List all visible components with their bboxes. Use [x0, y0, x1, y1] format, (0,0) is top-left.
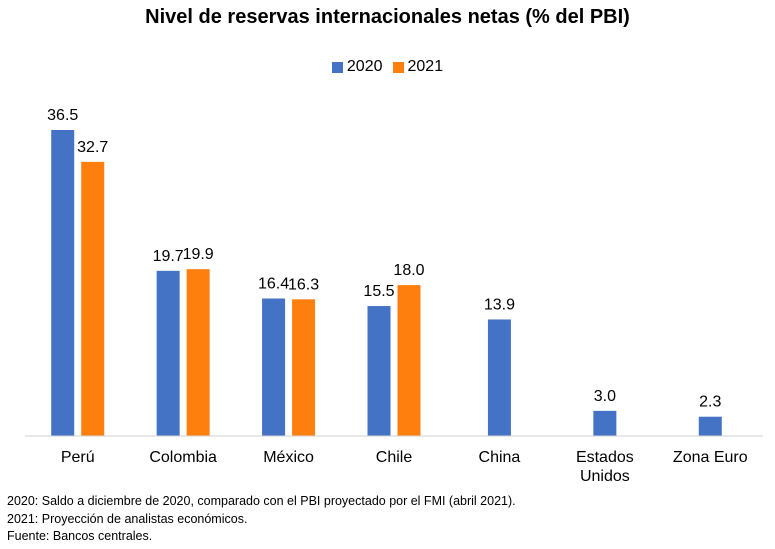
legend-swatch-2021: [392, 61, 404, 73]
data-label-2020-2: 16.4: [258, 276, 289, 293]
category-label-6: Zona Euro: [673, 449, 748, 466]
category-label-3: Chile: [376, 449, 413, 466]
legend-swatch-2020: [331, 61, 343, 73]
legend-entry-2020: 2020: [331, 58, 383, 76]
data-label-2020-4: 13.9: [484, 296, 515, 313]
bar-2020-3: [367, 306, 391, 436]
bar-2020-5: [593, 410, 617, 436]
bar-2021-0: [81, 161, 105, 436]
data-label-2021-0: 32.7: [77, 139, 108, 156]
data-label-2021-3: 18.0: [393, 262, 424, 279]
data-label-2020-0: 36.5: [47, 107, 78, 124]
chart-title: Nivel de reservas internacionales netas …: [145, 6, 630, 28]
footnote-2021: 2021: Proyección de analistas económicos…: [7, 511, 248, 526]
bar-2021-2: [292, 299, 316, 436]
bar-2021-3: [397, 285, 421, 436]
category-label-0: Perú: [61, 449, 95, 466]
bar-2020-1: [156, 270, 180, 436]
category-label-4: China: [479, 449, 521, 466]
legend-entry-2021: 2021: [392, 58, 444, 76]
data-label-2021-1: 19.9: [183, 246, 214, 263]
legend-label-2020: 2020: [346, 58, 383, 75]
data-label-2020-3: 15.5: [363, 283, 394, 300]
data-label-2020-5: 3.0: [594, 388, 616, 405]
bar-2020-2: [262, 298, 286, 436]
category-label-1: Colombia: [149, 449, 217, 466]
bar-2020-4: [487, 319, 511, 436]
legend: 2020 2021: [0, 58, 775, 76]
footnote-2020: 2020: Saldo a diciembre de 2020, compara…: [7, 494, 516, 508]
bar-2020-6: [698, 416, 722, 436]
footnotes: 2020: Saldo a diciembre de 2020, compara…: [7, 493, 516, 546]
legend-label-2021: 2021: [407, 58, 444, 75]
category-label-5: Estados Unidos: [576, 449, 634, 485]
data-label-2020-1: 19.7: [153, 248, 184, 265]
bar-2020-0: [51, 130, 75, 436]
category-label-2: México: [263, 449, 314, 466]
footnote-source: Fuente: Bancos centrales.: [7, 529, 153, 543]
data-label-2020-6: 2.3: [699, 394, 721, 411]
bar-2021-1: [186, 269, 210, 436]
data-label-2021-2: 16.3: [288, 276, 319, 293]
